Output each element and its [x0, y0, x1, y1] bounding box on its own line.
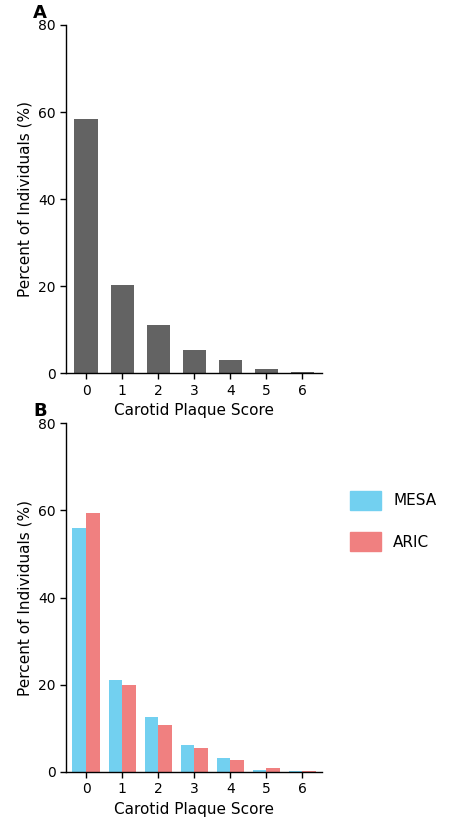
Bar: [217, 758, 230, 772]
X-axis label: Carotid Plaque Score: Carotid Plaque Score: [114, 403, 274, 418]
Bar: [145, 717, 158, 772]
Bar: [291, 372, 314, 374]
Bar: [253, 770, 266, 772]
Bar: [122, 685, 136, 772]
Bar: [266, 768, 280, 772]
X-axis label: Carotid Plaque Score: Carotid Plaque Score: [114, 802, 274, 817]
Bar: [74, 119, 98, 374]
Bar: [86, 513, 100, 772]
Legend: MESA, ARIC: MESA, ARIC: [343, 483, 444, 559]
Bar: [110, 285, 134, 374]
Bar: [73, 528, 86, 772]
Bar: [255, 369, 278, 374]
Y-axis label: Percent of Individuals (%): Percent of Individuals (%): [18, 101, 33, 297]
Bar: [109, 681, 122, 772]
Bar: [158, 725, 172, 772]
Bar: [146, 325, 170, 374]
Bar: [230, 760, 244, 772]
Bar: [219, 360, 242, 374]
Y-axis label: Percent of Individuals (%): Percent of Individuals (%): [18, 500, 33, 696]
Text: B: B: [33, 403, 47, 420]
Text: A: A: [33, 4, 47, 22]
Bar: [182, 349, 206, 374]
Bar: [181, 745, 194, 772]
Bar: [194, 748, 208, 772]
